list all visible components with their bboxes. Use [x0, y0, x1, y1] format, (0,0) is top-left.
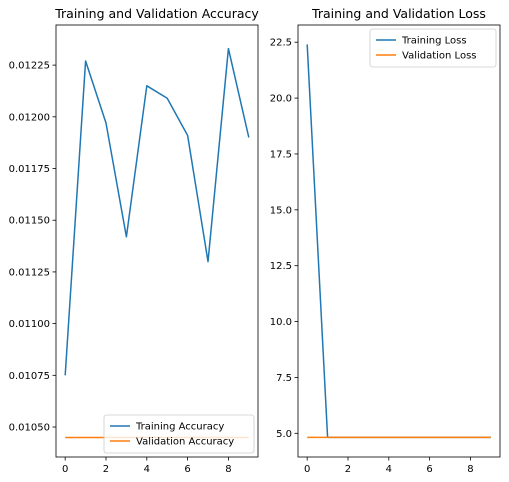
y-tick-label: 0.01075 — [9, 371, 50, 382]
x-tick-label: 6 — [184, 464, 190, 475]
series-line-0 — [64, 47, 250, 376]
x-tick-label: 4 — [386, 464, 392, 475]
y-tick-label: 15.0 — [270, 205, 292, 216]
y-tick-label: 0.01150 — [9, 216, 50, 227]
y-tick-label: 12.5 — [270, 261, 292, 272]
chart-panel-1: Training and Validation Loss 0 2 4 6 8 5.0 7.5 1… — [270, 6, 501, 475]
x-tick-label: 0 — [304, 464, 310, 475]
x-tick-label: 2 — [345, 464, 351, 475]
legend-label: Training Accuracy — [135, 422, 224, 433]
y-tick-label: 0.01100 — [9, 319, 50, 330]
chart-panel-0: Training and Validation Accuracy 0 2 4 6 8 0.0… — [9, 6, 260, 475]
x-tick-label: 8 — [467, 464, 473, 475]
legend-box — [369, 28, 497, 68]
series-line-0 — [306, 44, 491, 439]
y-tick-label: 22.5 — [270, 38, 292, 49]
x-tick-label: 6 — [426, 464, 432, 475]
legend-label: Training Loss — [401, 36, 467, 47]
legend: Training Accuracy Validation Accuracy — [103, 414, 255, 454]
y-tick-label: 0.01175 — [9, 164, 50, 175]
x-tick-label: 2 — [103, 464, 109, 475]
x-tick-label: 4 — [144, 464, 150, 475]
chart-title: Training and Validation Loss — [311, 6, 486, 21]
y-tick-label: 0.01050 — [9, 423, 50, 434]
y-tick-label: 7.5 — [276, 373, 292, 384]
y-tick-label: 10.0 — [270, 317, 292, 328]
y-tick-label: 0.01225 — [9, 61, 50, 72]
legend-label: Validation Loss — [402, 51, 477, 62]
legend-box — [103, 414, 255, 454]
axes-frame — [55, 24, 259, 458]
chart-title: Training and Validation Accuracy — [54, 6, 259, 21]
legend-label: Validation Accuracy — [136, 437, 234, 448]
axes-frame — [297, 24, 501, 458]
y-tick-label: 0.01125 — [9, 267, 50, 278]
y-tick-label: 20.0 — [270, 94, 292, 105]
x-tick-label: 8 — [225, 464, 231, 475]
y-tick-label: 17.5 — [270, 149, 292, 160]
legend: Training Loss Validation Loss — [369, 28, 497, 68]
y-tick-label: 5.0 — [276, 429, 292, 440]
y-tick-label: 0.01200 — [9, 112, 50, 123]
x-tick-label: 0 — [62, 464, 68, 475]
